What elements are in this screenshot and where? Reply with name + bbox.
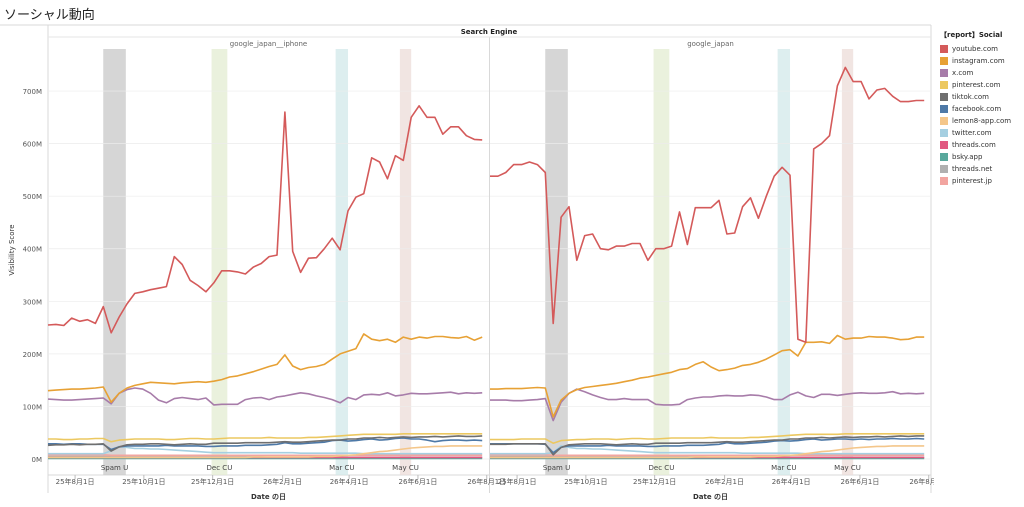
legend-item[interactable]: bsky.app — [940, 151, 1024, 163]
legend-item[interactable]: instagram.com — [940, 55, 1024, 67]
series-line-pinterest-jp — [490, 453, 925, 457]
y-tick-label: 400M — [23, 246, 42, 254]
x-tick-label: 25年8月1日 — [56, 477, 95, 486]
legend-item[interactable]: pinterest.jp — [940, 175, 1024, 187]
legend-item[interactable]: threads.com — [940, 139, 1024, 151]
y-tick-label: 700M — [23, 88, 42, 96]
series-line-pinterest-jp — [48, 453, 483, 457]
series-line-tiktok-com — [490, 435, 925, 456]
legend-item[interactable]: lemon8-app.com — [940, 115, 1024, 127]
series-line-instagram-com — [490, 334, 925, 418]
update-band-label: Dec CU — [207, 464, 233, 472]
legend-swatch — [940, 69, 948, 77]
y-tick-label: 0M — [32, 456, 43, 464]
legend-item[interactable]: pinterest.com — [940, 79, 1024, 91]
y-tick-label: 300M — [23, 298, 42, 306]
series-line-lemon8-app-com — [48, 445, 483, 459]
legend-item-label: twitter.com — [952, 129, 992, 137]
legend-item-label: tiktok.com — [952, 93, 989, 101]
legend-item-label: facebook.com — [952, 105, 1002, 113]
legend-swatch — [940, 105, 948, 113]
legend-swatch — [940, 93, 948, 101]
x-tick-label: 26年8月1日 — [467, 477, 506, 486]
y-tick-label: 600M — [23, 141, 42, 149]
series-line-tiktok-com — [47, 435, 483, 452]
legend-item-label: lemon8-app.com — [952, 117, 1012, 125]
update-band — [653, 49, 670, 475]
update-band-label: May CU — [834, 464, 861, 472]
legend-item[interactable]: facebook.com — [940, 103, 1024, 115]
legend-swatch — [940, 81, 948, 89]
legend-swatch — [940, 57, 948, 65]
update-band — [335, 49, 349, 475]
y-tick-label: 500M — [23, 193, 42, 201]
x-tick-label: 26年2月1日 — [263, 477, 302, 486]
x-axis-label: Date の日 — [693, 493, 728, 501]
legend-item[interactable]: youtube.com — [940, 43, 1024, 55]
series-line-lemon8-app-com — [490, 445, 925, 459]
line-chart: Search Engine Visibility Score 0M 100M 200M 3… — [0, 24, 934, 501]
x-tick-label: 26年4月1日 — [772, 477, 811, 486]
column-header: Search Engine — [461, 28, 518, 36]
legend: 【report】Social youtube.com instagram.com x… — [940, 30, 1024, 187]
legend-item[interactable]: tiktok.com — [940, 91, 1024, 103]
update-band-label: Mar CU — [329, 464, 354, 472]
update-band — [545, 49, 568, 475]
series-line-pinterest-com — [490, 432, 925, 445]
legend-item-label: threads.com — [952, 141, 996, 149]
x-tick-label: 25年10月1日 — [122, 477, 165, 486]
y-tick-label: 200M — [23, 351, 42, 359]
x-tick-label: 25年12月1日 — [633, 477, 676, 486]
update-band — [777, 49, 791, 475]
legend-swatch — [940, 45, 948, 53]
update-band-label: Spam U — [101, 464, 128, 472]
legend-swatch — [940, 129, 948, 137]
legend-title: 【report】Social — [940, 31, 1003, 39]
panel-title: google_japan — [687, 40, 734, 48]
x-tick-label: 26年6月1日 — [399, 477, 438, 486]
page-title: ソーシャル動向 — [4, 8, 95, 23]
x-tick-label: 25年10月1日 — [564, 477, 607, 486]
legend-item[interactable]: twitter.com — [940, 127, 1024, 139]
legend-item-label: x.com — [952, 69, 974, 77]
update-band — [841, 49, 854, 475]
update-band — [399, 49, 412, 475]
y-tick-label: 100M — [23, 403, 42, 411]
series-line-x-com — [490, 388, 925, 422]
x-tick-label: 26年6月1日 — [841, 477, 880, 486]
x-tick-label: 26年8月1日 — [909, 477, 934, 486]
update-band-label: Spam U — [543, 464, 570, 472]
update-band — [211, 49, 228, 475]
legend-item-label: instagram.com — [952, 57, 1005, 65]
update-band-label: May CU — [392, 464, 419, 472]
series-line-pinterest-com — [48, 432, 483, 443]
update-band — [103, 49, 126, 475]
x-axis-label: Date の日 — [251, 493, 286, 501]
legend-item[interactable]: threads.net — [940, 163, 1024, 175]
legend-item-label: pinterest.jp — [952, 177, 992, 185]
y-axis-label: Visibility Score — [8, 224, 16, 275]
update-band-label: Mar CU — [771, 464, 796, 472]
legend-item-label: bsky.app — [952, 153, 983, 161]
series-line-instagram-com — [47, 333, 483, 404]
legend-item-label: threads.net — [952, 165, 993, 173]
series-line-youtube-com — [47, 105, 483, 334]
update-band-label: Dec CU — [649, 464, 675, 472]
x-tick-label: 26年4月1日 — [330, 477, 369, 486]
legend-swatch — [940, 153, 948, 161]
series-line-youtube-com — [490, 66, 925, 344]
panel-title: google_japan__iphone — [230, 40, 307, 48]
x-tick-label: 25年8月1日 — [498, 477, 537, 486]
legend-swatch — [940, 141, 948, 149]
x-tick-label: 25年12月1日 — [191, 477, 234, 486]
legend-swatch — [940, 165, 948, 173]
x-tick-label: 26年2月1日 — [705, 477, 744, 486]
legend-swatch — [940, 117, 948, 125]
legend-item-label: youtube.com — [952, 45, 998, 53]
legend-item[interactable]: x.com — [940, 67, 1024, 79]
legend-swatch — [940, 177, 948, 185]
legend-item-label: pinterest.com — [952, 81, 1001, 89]
